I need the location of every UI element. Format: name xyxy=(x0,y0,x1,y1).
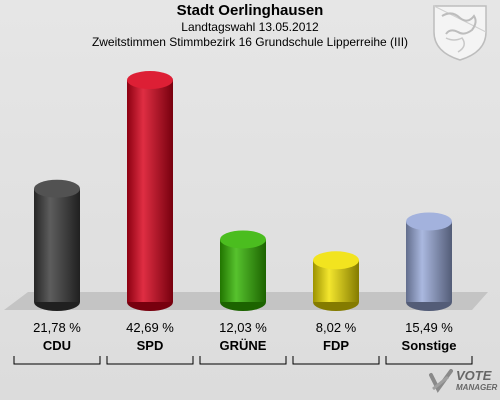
bar-cdu-body xyxy=(34,188,80,302)
bracket-cdu xyxy=(13,356,101,365)
coat-of-arms-icon xyxy=(433,5,487,61)
chart-title: Stadt Oerlinghausen xyxy=(176,2,324,19)
bar-grne xyxy=(220,230,266,311)
bar-cdu-top xyxy=(34,179,80,198)
logo-text-sub: MANAGER xyxy=(456,383,498,392)
bracket-fdp xyxy=(292,356,380,365)
bracket-grne xyxy=(199,356,287,365)
category-label-spd: SPD xyxy=(137,338,164,353)
bar-cdu xyxy=(34,179,80,311)
value-label-fdp: 8,02 % xyxy=(316,320,357,335)
value-label-grne: 12,03 % xyxy=(219,320,267,335)
category-label-fdp: FDP xyxy=(323,338,349,353)
bracket-spd xyxy=(106,356,194,365)
value-label-spd: 42,69 % xyxy=(126,320,174,335)
bars-group xyxy=(34,71,452,311)
bar-fdp-top xyxy=(313,251,359,270)
value-label-sonstige: 15,49 % xyxy=(405,320,453,335)
category-label-grne: GRÜNE xyxy=(220,338,267,353)
bar-grne-body xyxy=(220,239,266,302)
bar-sonstige xyxy=(406,212,452,311)
chart-header: Stadt Oerlinghausen Landtagswahl 13.05.2… xyxy=(0,2,500,50)
logo-text-main: VOTE xyxy=(456,368,492,383)
bar-sonstige-body xyxy=(406,221,452,302)
bar-spd-body xyxy=(127,80,173,303)
ballot-check-icon xyxy=(429,369,453,393)
category-label-cdu: CDU xyxy=(43,338,71,353)
bar-grne-top xyxy=(220,230,266,249)
chart-subtitle-election: Landtagswahl 13.05.2012 xyxy=(181,20,319,34)
value-labels-group: 21,78 % 42,69 % 12,03 % 8,02 % 15,49 % xyxy=(33,320,453,335)
category-brackets-group xyxy=(13,356,473,365)
value-label-cdu: 21,78 % xyxy=(33,320,81,335)
bar-spd-top xyxy=(127,71,173,90)
bar-sonstige-top xyxy=(406,212,452,231)
vote-manager-logo: VOTE MANAGER xyxy=(428,367,498,397)
bar-fdp xyxy=(313,251,359,311)
category-labels-group: CDU SPD GRÜNE FDP Sonstige xyxy=(43,338,457,353)
bar-spd xyxy=(127,71,173,311)
bracket-sonstige xyxy=(385,356,473,365)
category-label-sonstige: Sonstige xyxy=(402,338,457,353)
chart-subtitle-district: Zweitstimmen Stimmbezirk 16 Grundschule … xyxy=(91,35,409,49)
